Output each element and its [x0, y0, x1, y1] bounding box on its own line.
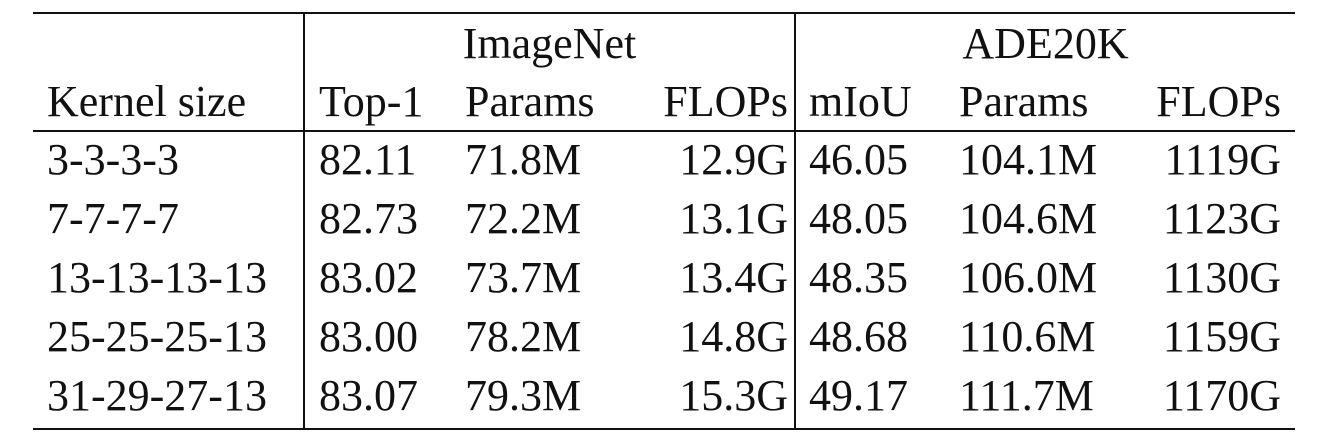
table-cell: 14.8G [679, 312, 788, 361]
table-cell: 111.7M [959, 371, 1094, 420]
table-cell: 46.05 [809, 135, 908, 184]
column-header-ade20k-params: Params [959, 77, 1089, 126]
table-cell: 82.73 [319, 194, 418, 243]
table-cell: 49.17 [809, 371, 908, 420]
table-cell: 1170G [1162, 371, 1281, 420]
table-cell: 1123G [1162, 194, 1281, 243]
table-cell: 106.0M [959, 253, 1098, 302]
table-cell: 72.2M [465, 194, 582, 243]
table-cell: 71.8M [465, 135, 582, 184]
table-cell: 104.1M [959, 135, 1098, 184]
table-cell: 7-7-7-7 [47, 194, 179, 243]
column-header-top1: Top-1 [319, 77, 424, 126]
table-cell: 48.35 [809, 253, 908, 302]
column-divider-left [303, 12, 305, 430]
table-cell: 1159G [1162, 312, 1281, 361]
column-header-miou: mIoU [809, 77, 912, 126]
table-cell: 73.7M [465, 253, 582, 302]
column-header-kernel-size: Kernel size [47, 77, 247, 126]
table-cell: 48.68 [809, 312, 908, 361]
table-cell: 104.6M [959, 194, 1098, 243]
table-cell: 48.05 [809, 194, 908, 243]
table-cell: 83.02 [319, 253, 418, 302]
table-cell: 78.2M [465, 312, 582, 361]
column-divider-right [794, 12, 796, 430]
column-header-imagenet-params: Params [465, 77, 595, 126]
column-header-imagenet-flops: FLOPs [663, 77, 788, 126]
table-cell: 79.3M [465, 371, 582, 420]
table-cell: 1130G [1162, 253, 1281, 302]
results-table: ImageNet ADE20K Kernel size Top-1 Params… [33, 12, 1295, 430]
table-cell: 15.3G [679, 371, 788, 420]
table-cell: 13-13-13-13 [47, 253, 267, 302]
table-cell: 13.4G [679, 253, 788, 302]
group-header-imagenet: ImageNet [462, 19, 637, 68]
header-rule [33, 130, 1295, 132]
table-cell: 13.1G [679, 194, 788, 243]
table-cell: 110.6M [959, 312, 1096, 361]
top-rule [33, 12, 1295, 14]
table-cell: 31-29-27-13 [47, 371, 267, 420]
table-cell: 82.11 [319, 135, 417, 184]
group-header-ade20k: ADE20K [962, 19, 1129, 68]
bottom-rule [33, 428, 1295, 430]
column-header-ade20k-flops: FLOPs [1156, 77, 1281, 126]
table-cell: 83.00 [319, 312, 418, 361]
table-cell: 1119G [1164, 135, 1281, 184]
table-cell: 25-25-25-13 [47, 312, 267, 361]
table-cell: 12.9G [679, 135, 788, 184]
table-cell: 3-3-3-3 [47, 135, 179, 184]
table-cell: 83.07 [319, 371, 418, 420]
